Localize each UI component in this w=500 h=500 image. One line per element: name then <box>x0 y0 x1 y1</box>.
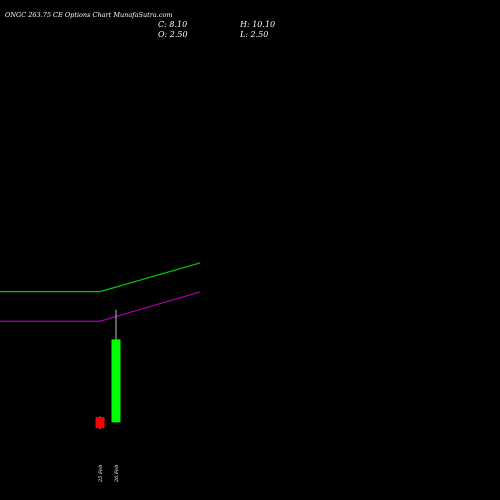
high-label: H: 10.10 <box>240 20 276 29</box>
candle-body-1 <box>95 417 105 429</box>
moving-average-line-1 <box>0 262 201 293</box>
moving-average-line-2 <box>0 291 201 322</box>
close-label: C: 8.10 <box>158 20 188 29</box>
date-label-2: 26 Feb <box>114 465 120 483</box>
low-label: L: 2.50 <box>240 30 269 39</box>
chart-title: ONGC 263.75 CE Options Chart MunafaSutra… <box>5 11 173 19</box>
candle-body-2 <box>111 339 121 423</box>
open-label: O: 2.50 <box>158 30 188 39</box>
date-label-1: 25 Feb <box>98 465 104 483</box>
